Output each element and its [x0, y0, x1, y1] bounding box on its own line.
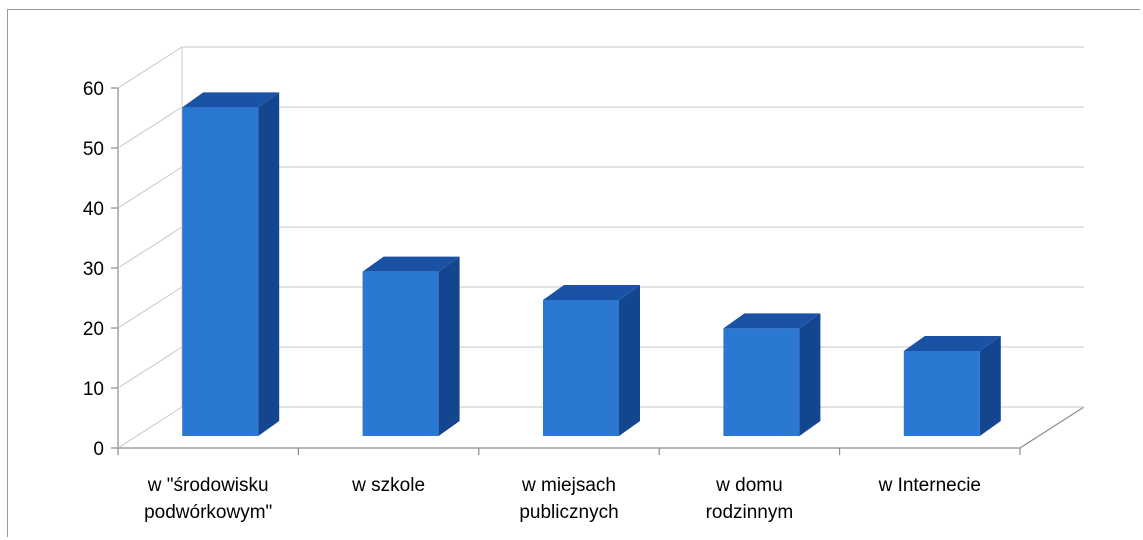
- bar-side: [979, 336, 1001, 436]
- y-tick-label: 40: [83, 199, 104, 220]
- y-tick-label: 60: [83, 79, 104, 100]
- x-category-label-line: rodzinnym: [706, 502, 794, 523]
- bar-top: [723, 313, 821, 329]
- x-category-label: w miejsach publicznych: [519, 475, 618, 523]
- gridline: [117, 226, 1084, 269]
- bar-front: [723, 328, 800, 436]
- x-category-label-line: podwórkowym": [144, 502, 272, 523]
- x-category-label: w szkole: [351, 475, 425, 496]
- x-category-label-line: w domu: [715, 475, 783, 496]
- bar-top: [182, 92, 280, 108]
- y-tick-label: 50: [83, 139, 104, 160]
- x-category-label-line: publicznych: [519, 502, 618, 523]
- y-tick-label: 10: [83, 379, 104, 400]
- bar-side: [438, 256, 460, 436]
- gridline: [117, 106, 1084, 149]
- y-axis-tick-labels: 0 10 20 30 40 50 60: [83, 79, 118, 460]
- x-category-label-line: w Internecie: [878, 475, 981, 496]
- y-tick-label: 0: [93, 439, 104, 460]
- x-category-label: w domu rodzinnym: [706, 475, 794, 523]
- bar-top: [543, 285, 640, 300]
- gridline: [117, 46, 1084, 89]
- y-tick-label: 30: [83, 259, 104, 280]
- gridline: [117, 166, 1084, 209]
- x-axis-category-labels: w "środowisku podwórkowym" w szkole w miejs…: [117, 448, 1021, 523]
- bar-side: [619, 285, 640, 436]
- bar: [903, 336, 1001, 436]
- bar-top: [362, 256, 460, 272]
- bars: [182, 92, 1001, 436]
- bar-front: [362, 271, 439, 436]
- y-tick-label: 20: [83, 319, 104, 340]
- x-category-label-line: w miejsach: [521, 475, 616, 496]
- bar-front: [182, 107, 259, 436]
- bar: [543, 285, 640, 436]
- bar-front: [543, 300, 619, 436]
- x-category-label-line: w szkole: [351, 475, 425, 496]
- x-category-label-line: w "środowisku: [147, 475, 269, 496]
- bar: [723, 313, 821, 436]
- bar-top: [903, 336, 1001, 351]
- bar: [362, 256, 460, 436]
- chart-frame: [7, 9, 1140, 537]
- gridline: [117, 286, 1084, 329]
- bar-side: [799, 313, 821, 436]
- bar-front: [903, 351, 980, 436]
- bar-side: [258, 92, 280, 436]
- x-category-label: w Internecie: [878, 475, 981, 496]
- floor-right-edge: [1019, 406, 1085, 449]
- x-category-label: w "środowisku podwórkowym": [144, 475, 272, 523]
- bar: [182, 92, 280, 436]
